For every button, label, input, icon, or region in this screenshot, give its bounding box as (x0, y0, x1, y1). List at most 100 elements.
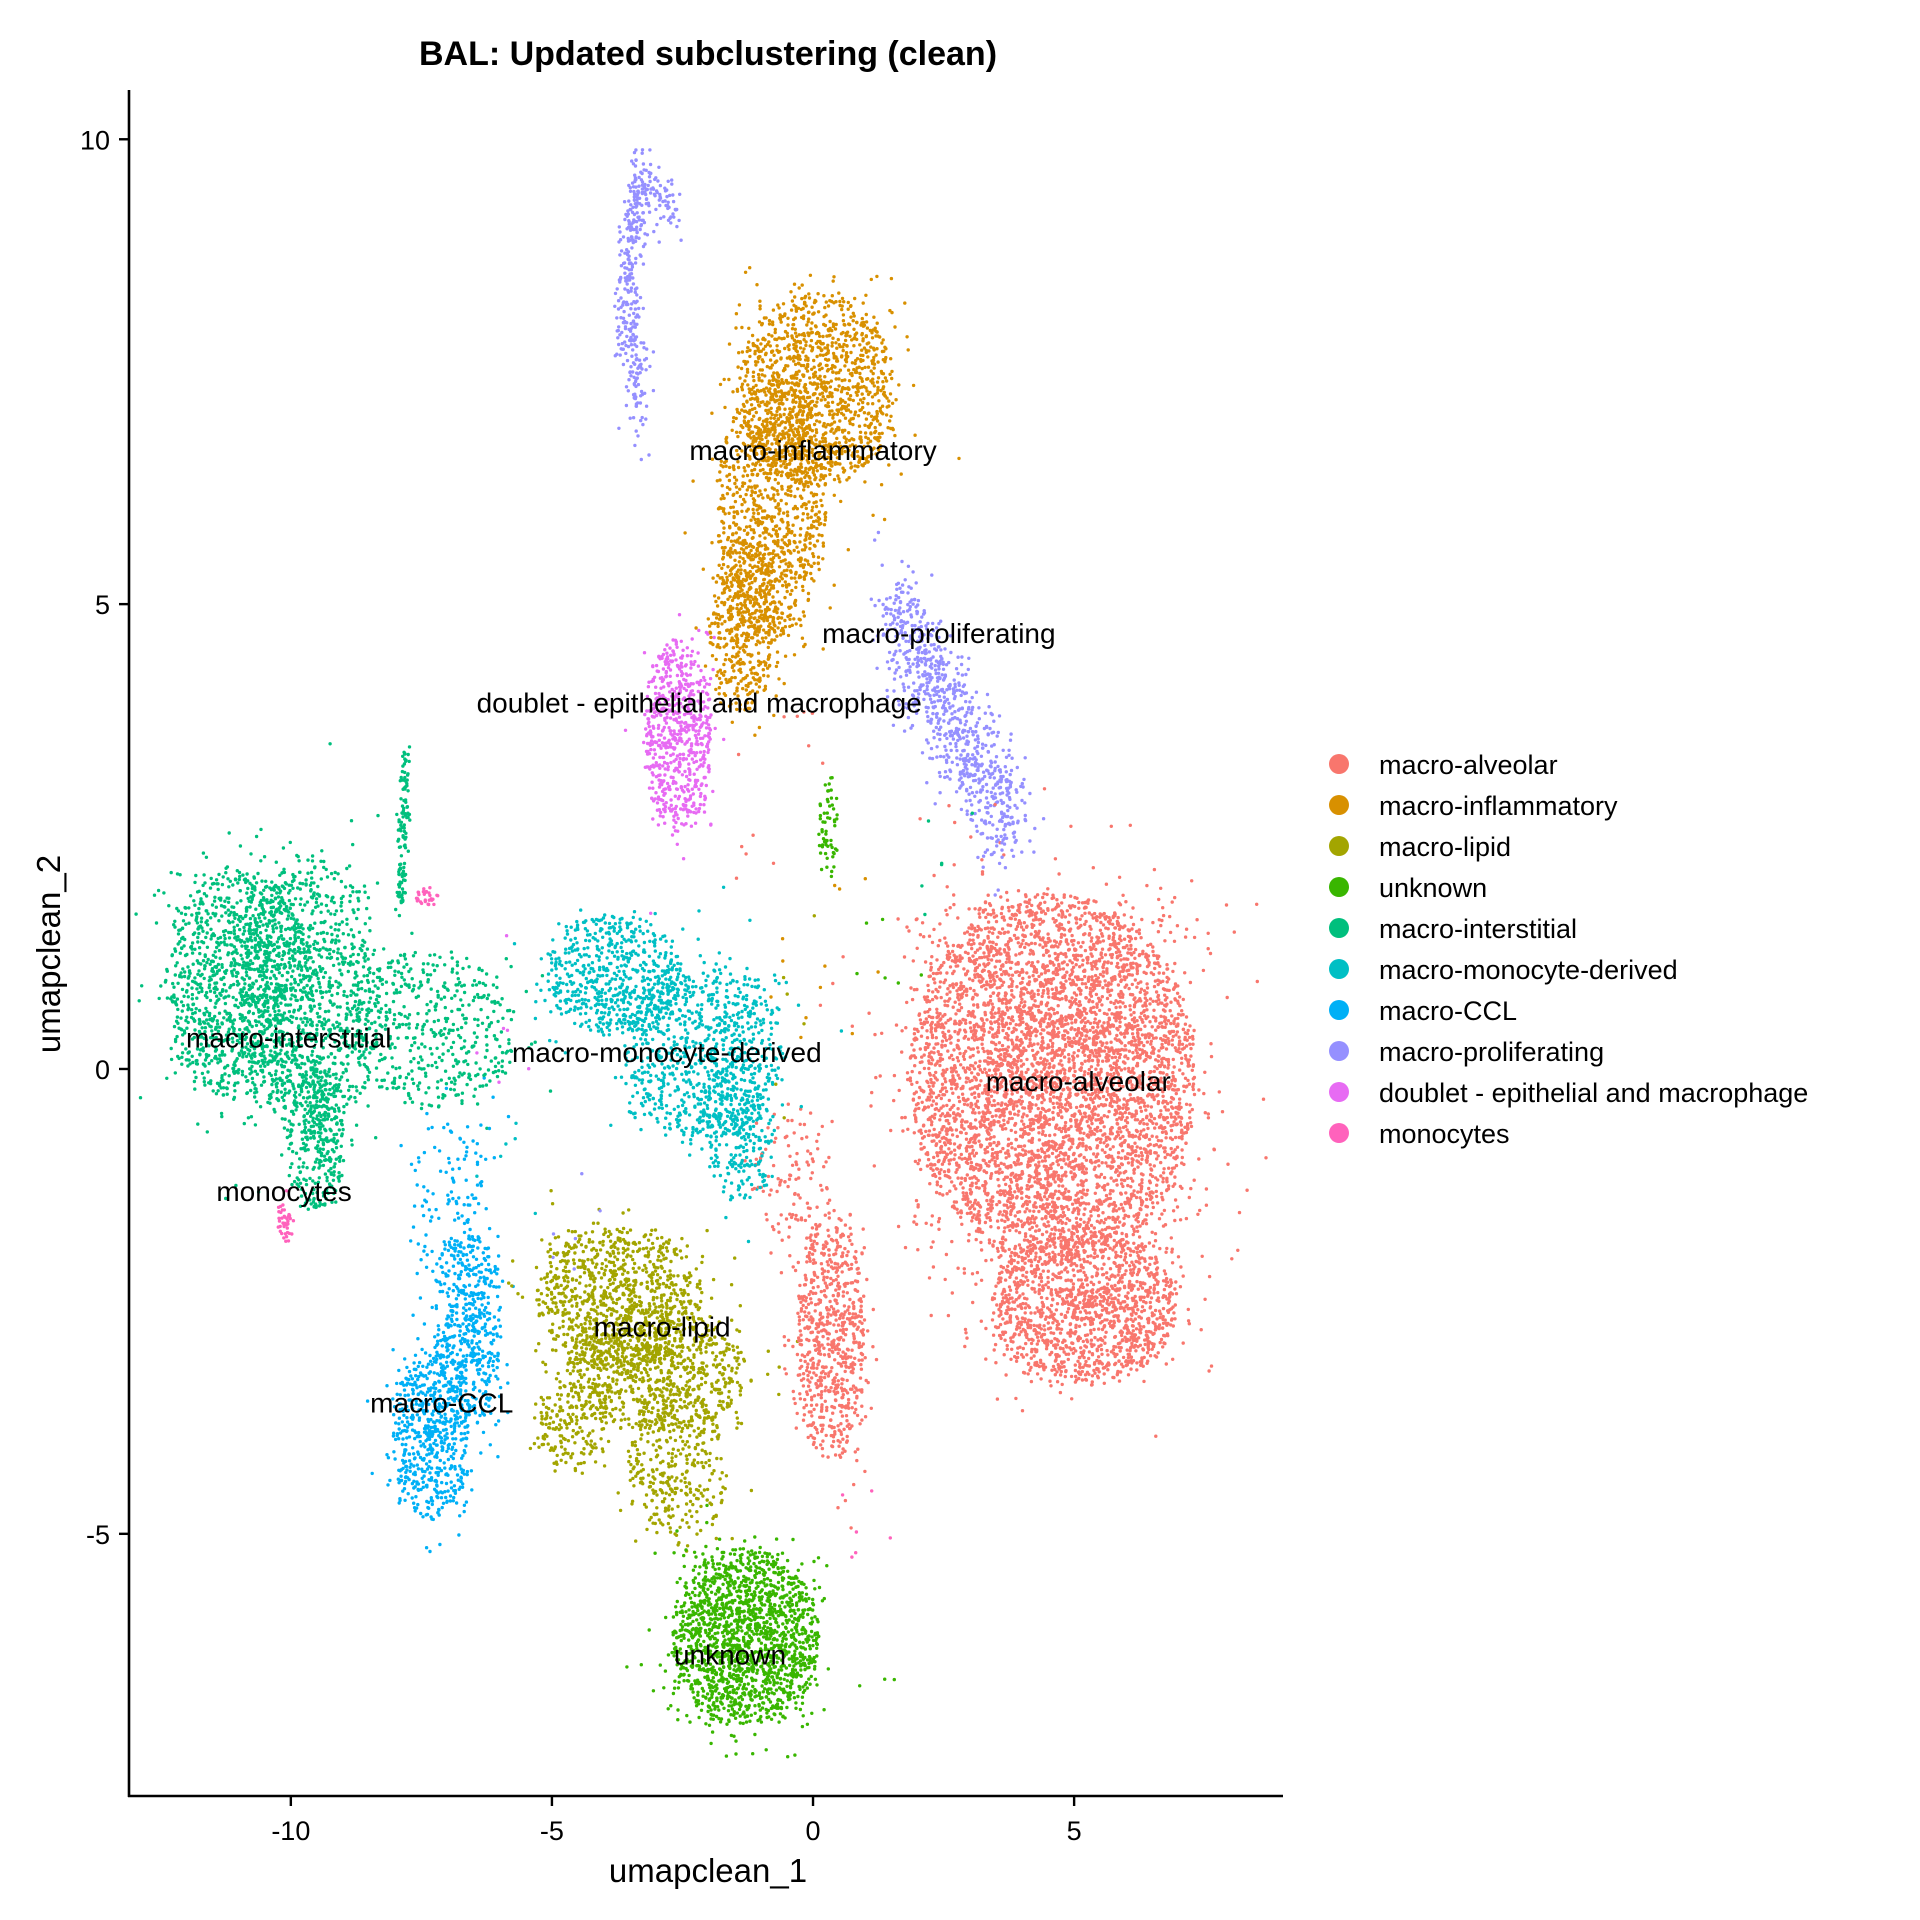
cell-point (740, 1629, 744, 1633)
cell-point (680, 1429, 684, 1434)
cell-point (725, 989, 729, 993)
cell-point (904, 1026, 908, 1030)
cell-point (1025, 905, 1029, 909)
cell-point (843, 1369, 847, 1374)
cell-point (226, 877, 230, 881)
cell-point (994, 1284, 998, 1288)
cell-point (169, 1057, 174, 1062)
cell-point (666, 1274, 670, 1278)
cell-point (698, 1484, 702, 1488)
cell-point (402, 1082, 407, 1086)
cell-point (578, 1012, 583, 1016)
cell-point (847, 1305, 851, 1309)
cell-point (1051, 1110, 1055, 1115)
cell-point (473, 1211, 477, 1215)
cell-point (705, 1692, 710, 1696)
cell-point (709, 1296, 714, 1300)
cell-point (270, 969, 274, 974)
cell-point (821, 395, 825, 399)
cell-point (777, 1230, 781, 1234)
cell-point (787, 1177, 792, 1181)
cell-point (1116, 1151, 1121, 1155)
cell-point (728, 981, 733, 985)
cell-point (692, 1353, 696, 1357)
cell-point (217, 948, 222, 953)
cell-point (1090, 975, 1094, 979)
cell-point (624, 351, 628, 356)
cell-point (1017, 1109, 1021, 1114)
cell-point (810, 305, 814, 309)
cell-point (1070, 1235, 1074, 1239)
cell-point (459, 1475, 463, 1479)
cell-point (214, 994, 219, 998)
cell-point (735, 1087, 739, 1091)
cell-point (808, 376, 812, 380)
cell-point (1115, 1033, 1119, 1038)
cell-point (621, 1405, 625, 1409)
cell-point (1152, 1283, 1157, 1288)
cell-point (963, 723, 967, 727)
cell-point (284, 927, 288, 932)
cell-point (599, 1285, 603, 1289)
cell-point (630, 1502, 634, 1506)
cell-point (999, 1264, 1003, 1269)
cell-point (1033, 1290, 1037, 1294)
cell-point (678, 1330, 682, 1334)
cell-point (700, 1290, 704, 1295)
cell-point (664, 1240, 669, 1244)
cell-point (956, 1107, 960, 1111)
cell-point (443, 1376, 448, 1381)
cell-point (1196, 1212, 1200, 1217)
cell-point (809, 338, 814, 343)
cell-point (783, 1367, 787, 1371)
cell-point (991, 931, 995, 935)
cell-point (327, 952, 332, 956)
cell-point (436, 1080, 440, 1084)
cell-point (226, 908, 230, 912)
cell-point (773, 1068, 777, 1072)
cell-point (454, 1297, 459, 1301)
cell-point (1169, 1021, 1173, 1026)
cell-point (696, 1096, 700, 1101)
cell-point (194, 1075, 198, 1080)
cell-point (242, 1121, 246, 1126)
cell-point (1054, 1308, 1059, 1312)
cell-point (675, 991, 680, 995)
cell-point (905, 1000, 909, 1005)
cell-point (782, 1677, 786, 1682)
cell-point (812, 1559, 816, 1564)
cell-point (565, 1426, 569, 1430)
cell-point (764, 1107, 769, 1112)
cell-point (599, 951, 604, 955)
cell-point (761, 347, 766, 351)
cell-point (961, 1191, 965, 1195)
cell-point (926, 983, 930, 988)
cell-point (985, 1018, 989, 1022)
cell-point (668, 646, 672, 650)
cell-point (1037, 1283, 1042, 1287)
cell-point (913, 1055, 918, 1060)
cell-point (451, 1022, 456, 1027)
cell-point (431, 1409, 436, 1413)
cell-point (563, 1308, 567, 1312)
cell-point (729, 1700, 733, 1704)
cell-point (711, 1277, 716, 1282)
cell-point (1128, 823, 1133, 827)
cell-point (662, 1357, 667, 1361)
cell-point (1025, 1183, 1030, 1188)
cell-point (369, 1008, 374, 1013)
cell-point (287, 1146, 291, 1151)
cell-point (353, 1095, 357, 1100)
cell-point (970, 946, 974, 951)
cell-point (686, 985, 690, 989)
cell-point (1161, 971, 1166, 975)
cell-point (1127, 986, 1131, 991)
cell-point (965, 812, 969, 817)
cell-point (810, 1635, 814, 1639)
cell-point (672, 1551, 676, 1555)
cell-point (862, 1294, 866, 1298)
cell-point (447, 1156, 451, 1161)
cell-point (334, 979, 338, 984)
cell-point (1038, 922, 1042, 926)
cell-point (615, 1027, 619, 1031)
